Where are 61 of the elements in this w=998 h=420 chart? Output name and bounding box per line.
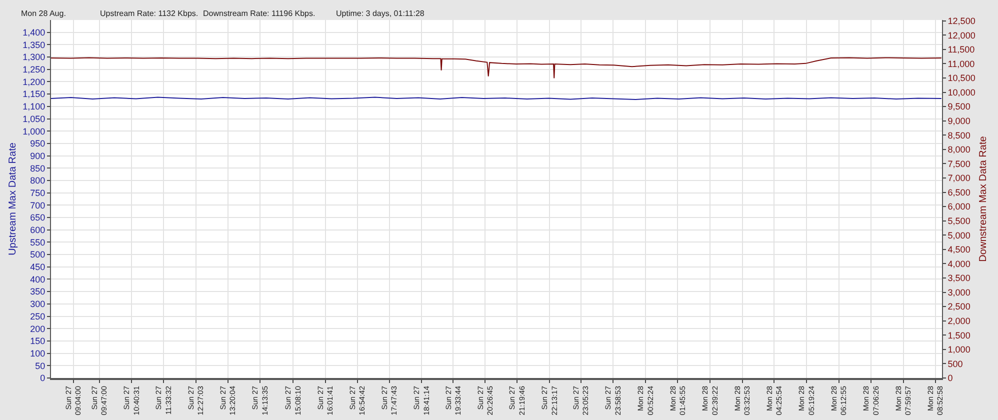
y-tick-label: 50 bbox=[35, 360, 46, 371]
text: Uptime: 3 days, 01:11:28 bbox=[336, 9, 425, 18]
y2-tick-label: 6,500 bbox=[948, 187, 970, 198]
y-tick-label: 150 bbox=[30, 336, 46, 346]
y2-tick-label: 2,500 bbox=[948, 302, 970, 312]
y2-tick-label: 4,500 bbox=[948, 244, 970, 255]
y2-tick-label: 10,000 bbox=[948, 87, 976, 98]
y-tick-label: 1,200 bbox=[22, 76, 46, 87]
y2-tick-label: 6,000 bbox=[948, 202, 970, 212]
y-tick-label: 350 bbox=[30, 286, 46, 297]
y2-tick-label: 2,000 bbox=[948, 316, 970, 326]
y2-tick-label: 11,000 bbox=[948, 58, 975, 69]
y2-tick-label: 500 bbox=[948, 358, 963, 369]
y-tick-label: 550 bbox=[30, 237, 46, 248]
y-tick-label: 200 bbox=[30, 324, 46, 334]
y-axis-title: Upstream Max Data Rate bbox=[8, 142, 19, 256]
y-tick-label: 1,350 bbox=[22, 40, 46, 50]
y-tick-label: 850 bbox=[30, 163, 46, 174]
y-tick-label: 450 bbox=[30, 262, 46, 272]
y2-tick-label: 5,500 bbox=[948, 216, 970, 226]
y-tick-label: 0 bbox=[40, 373, 46, 384]
y2-axis-title: Downstream Max Data Rate bbox=[978, 136, 989, 262]
y-tick-label: 1,300 bbox=[22, 52, 46, 62]
y2-tick-label: 7,000 bbox=[948, 173, 970, 184]
y-tick-label: 1,150 bbox=[22, 89, 46, 100]
y-tick-label: 650 bbox=[30, 212, 46, 223]
y-tick-label: 250 bbox=[30, 311, 46, 322]
y2-tick-label: 9,000 bbox=[948, 116, 970, 126]
y2-tick-label: 3,000 bbox=[948, 287, 970, 298]
y-tick-label: 1,000 bbox=[22, 126, 46, 136]
y2-tick-label: 11,500 bbox=[948, 44, 975, 55]
y-tick-label: 400 bbox=[30, 274, 46, 284]
y-tick-label: 100 bbox=[30, 348, 46, 358]
y2-tick-label: 0 bbox=[948, 373, 953, 384]
text: Mon 28 Aug. bbox=[21, 9, 66, 18]
y2-tick-label: 1,000 bbox=[948, 344, 970, 355]
text: Upstream Rate: 1132 Kbps. bbox=[100, 9, 198, 18]
y2-tick-label: 9,500 bbox=[948, 102, 970, 112]
y2-tick-label: 12,500 bbox=[948, 16, 976, 26]
y-tick-label: 800 bbox=[30, 176, 46, 186]
y-tick-label: 950 bbox=[30, 138, 46, 149]
y-tick-label: 900 bbox=[30, 150, 46, 161]
y2-tick-label: 5,000 bbox=[948, 230, 970, 240]
text: Downstream Rate: 11196 Kbps. bbox=[203, 9, 316, 18]
y-tick-label: 1,400 bbox=[22, 27, 46, 38]
y2-tick-label: 4,000 bbox=[948, 258, 970, 269]
y2-tick-label: 8,500 bbox=[948, 130, 970, 140]
y-tick-label: 300 bbox=[30, 299, 46, 310]
y2-tick-label: 12,000 bbox=[948, 30, 976, 40]
y2-tick-label: 1,500 bbox=[948, 330, 970, 340]
y2-tick-label: 7,500 bbox=[948, 158, 970, 169]
y2-tick-label: 8,000 bbox=[948, 144, 970, 155]
y-tick-label: 1,100 bbox=[22, 102, 46, 112]
y-tick-label: 700 bbox=[30, 200, 46, 210]
y-tick-label: 1,250 bbox=[22, 64, 46, 75]
y-tick-label: 750 bbox=[30, 188, 46, 198]
y-tick-label: 500 bbox=[30, 250, 46, 260]
y2-tick-label: 10,500 bbox=[948, 73, 976, 84]
y-tick-label: 1,050 bbox=[22, 114, 46, 124]
y2-tick-label: 3,500 bbox=[948, 273, 970, 284]
y-tick-label: 600 bbox=[30, 225, 46, 236]
